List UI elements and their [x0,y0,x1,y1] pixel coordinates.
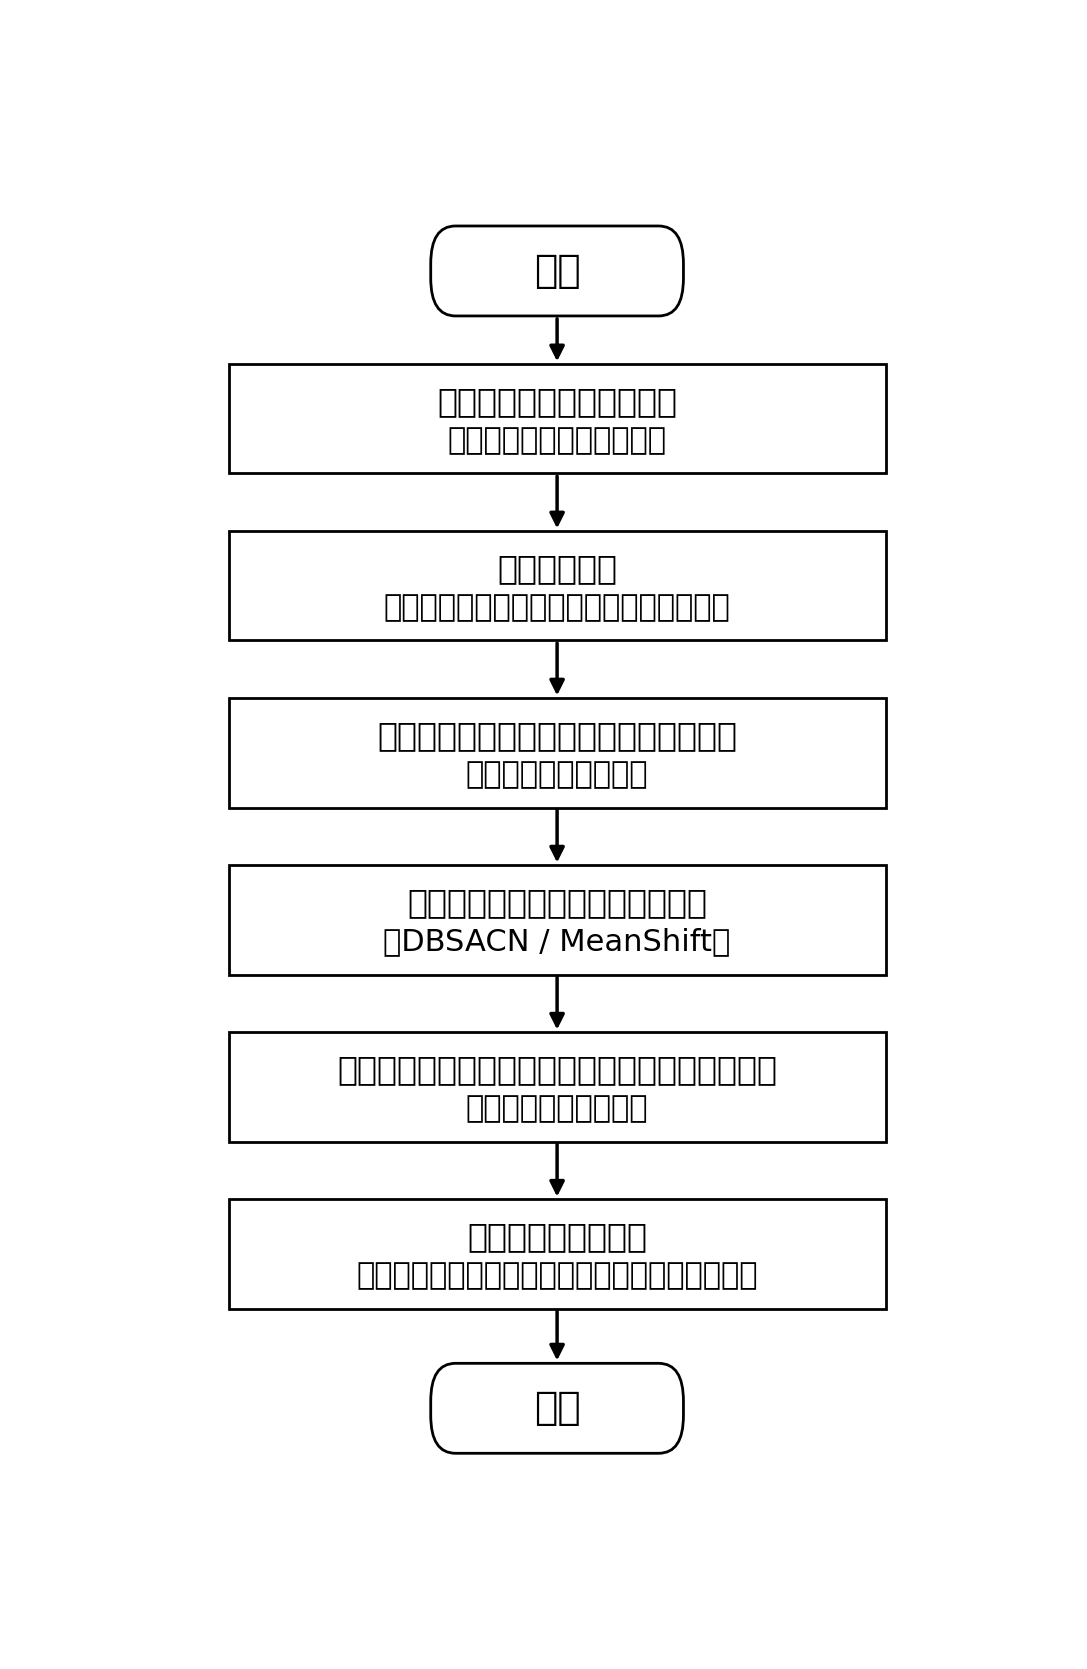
Text: （对线和点串做矩形分割）: （对线和点串做矩形分割） [448,426,666,456]
Text: （求两个线段的交点）: （求两个线段的交点） [466,761,648,789]
FancyBboxPatch shape [228,531,886,641]
Text: 生成参考轨迹: 生成参考轨迹 [497,552,617,584]
FancyBboxPatch shape [430,225,684,315]
Text: （DBSACN / MeanShift）: （DBSACN / MeanShift） [384,928,730,956]
Text: （根据线段缓冲区范围判断是否重复轨迹）: （根据线段缓冲区范围判断是否重复轨迹） [384,592,730,623]
FancyBboxPatch shape [228,1200,886,1308]
FancyBboxPatch shape [228,865,886,975]
FancyBboxPatch shape [228,698,886,808]
Text: （沿轨迹点遍历合并）: （沿轨迹点遍历合并） [466,1095,648,1123]
Text: 求参考轨迹的扫描线和原始车道线的交点: 求参考轨迹的扫描线和原始车道线的交点 [377,719,737,753]
Text: 合并多区域的车道线: 合并多区域的车道线 [467,1220,647,1253]
Text: 对原始车道线和轨迹分区域: 对原始车道线和轨迹分区域 [437,386,677,417]
Text: 对同一扫描线上的车道线交点聚类: 对同一扫描线上的车道线交点聚类 [408,886,707,920]
FancyBboxPatch shape [430,1364,684,1454]
FancyBboxPatch shape [228,1033,886,1142]
Text: 沿着参考轨迹方向归类横向距离变化较少的聚合点: 沿着参考轨迹方向归类横向距离变化较少的聚合点 [337,1053,777,1087]
Text: 结束: 结束 [534,1389,580,1427]
Text: 开始: 开始 [534,252,580,290]
Text: （合并区域边界附近，位置和方向相近的车道线）: （合并区域边界附近，位置和方向相近的车道线） [357,1262,758,1290]
FancyBboxPatch shape [228,364,886,474]
